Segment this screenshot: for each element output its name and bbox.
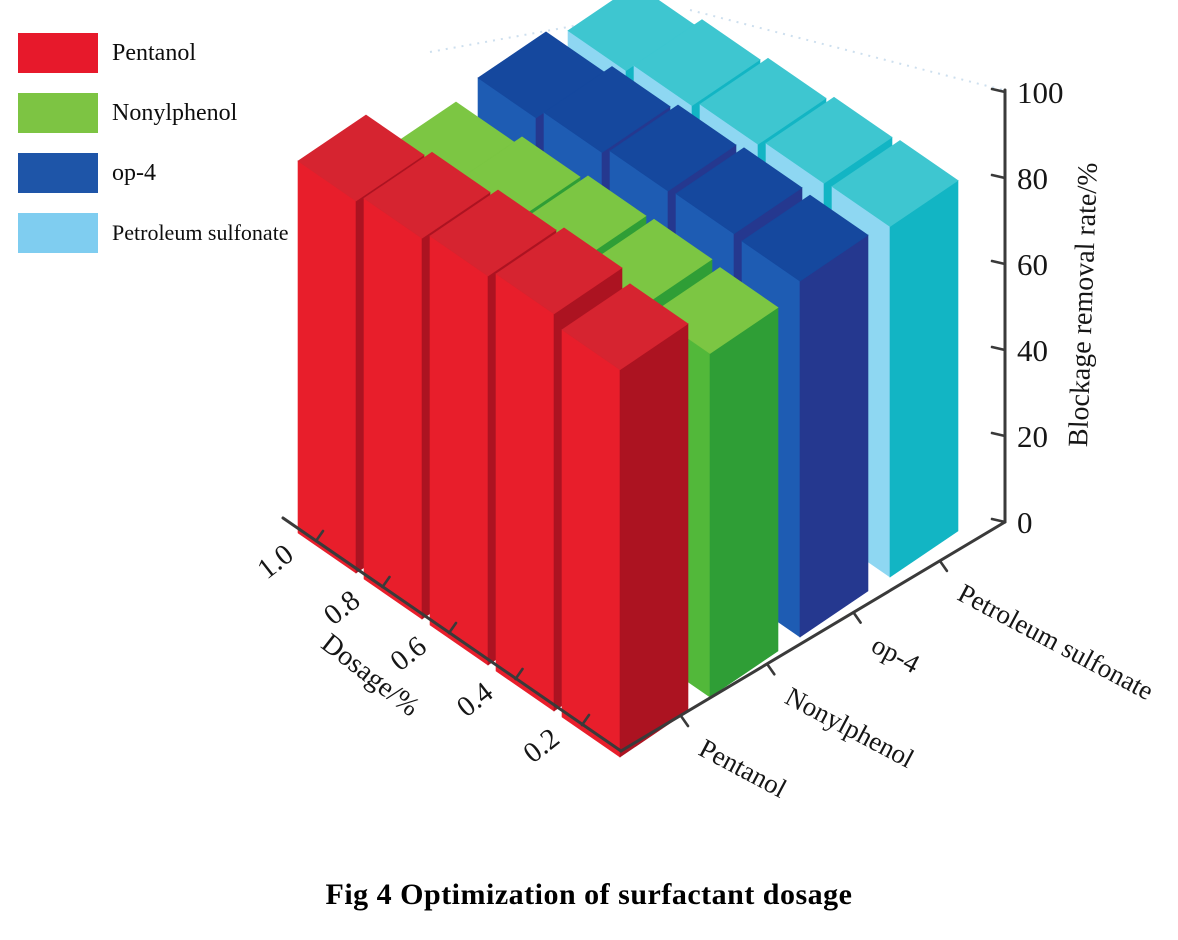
bar-pentanol-x0.2 xyxy=(561,283,689,758)
z-tick-label: 60 xyxy=(1017,247,1048,282)
figure-caption: Fig 4 Optimization of surfactant dosage xyxy=(325,878,853,911)
category-tick-label: Pentanol xyxy=(694,733,792,804)
legend-item: Petroleum sulfonate xyxy=(18,213,289,253)
x-tick-label: 0.8 xyxy=(318,584,366,632)
z-axis-title: Blockage removal rate/% xyxy=(1063,162,1104,447)
category-tick-label: op-4 xyxy=(867,629,925,679)
x-tick-label: 0.4 xyxy=(451,676,500,724)
axes xyxy=(281,87,1007,753)
category-tick-label: Nonylphenol xyxy=(780,681,919,774)
category-tick-label: Petroleum sulfonate xyxy=(953,578,1158,706)
bars xyxy=(297,0,959,758)
legend-item: Pentanol xyxy=(18,33,289,73)
legend: Pentanol Nonylphenol op-4 Petroleum sulfona… xyxy=(18,33,289,273)
legend-swatch-icon xyxy=(18,213,98,253)
x-tick-label: 1.0 xyxy=(251,538,299,586)
legend-swatch-icon xyxy=(18,93,98,133)
z-tick-label: 100 xyxy=(1017,75,1064,110)
legend-label: Pentanol xyxy=(112,39,196,66)
x-axis-line xyxy=(281,516,623,753)
x-tick-label: 0.2 xyxy=(517,722,565,770)
legend-swatch-icon xyxy=(18,33,98,73)
category-axis-line xyxy=(619,520,1007,753)
legend-item: Nonylphenol xyxy=(18,93,289,133)
x-tick-label: 0.6 xyxy=(384,630,432,678)
z-tick-label: 40 xyxy=(1017,333,1048,368)
legend-label: op-4 xyxy=(112,159,156,186)
legend-item: op-4 xyxy=(18,153,289,193)
legend-label: Nonylphenol xyxy=(112,99,238,126)
legend-swatch-icon xyxy=(18,153,98,193)
z-tick-label: 20 xyxy=(1017,419,1048,454)
z-tick-label: 0 xyxy=(1017,505,1033,540)
legend-label: Petroleum sulfonate xyxy=(112,220,289,245)
z-tick-label: 80 xyxy=(1017,161,1048,196)
